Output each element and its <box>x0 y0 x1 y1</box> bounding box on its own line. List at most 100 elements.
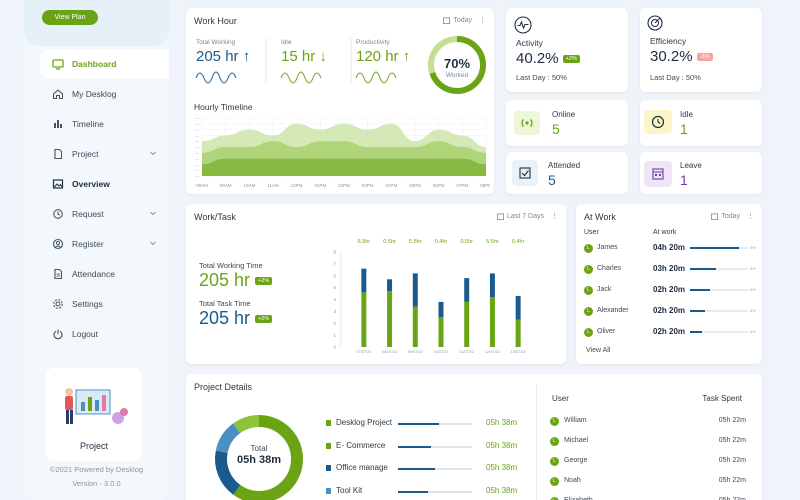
x-tick-label: 12PM <box>291 183 303 188</box>
project-user-row[interactable]: L Noah 05h 22m <box>550 474 746 490</box>
chevron-down-icon[interactable] <box>149 209 157 219</box>
bar-segment <box>361 268 367 293</box>
at-work-col-user: User <box>584 229 599 236</box>
calendar-icon <box>443 16 451 24</box>
avatar: L <box>550 437 559 446</box>
project-row[interactable]: E- Commerce 05h 38m <box>326 439 526 455</box>
view-all-link[interactable]: View All <box>586 347 611 354</box>
online-value: 5 <box>552 121 560 137</box>
avatar: L <box>550 497 559 500</box>
sidebar-item-project[interactable]: Project <box>24 139 169 169</box>
online-card[interactable]: Online 5 <box>506 100 628 146</box>
bar-top-label: 0.5hr <box>460 239 473 245</box>
at-work-title: At Work <box>584 212 616 222</box>
avatar: L <box>584 328 593 337</box>
progress-track <box>398 445 472 448</box>
x-tick-label: 07PM <box>456 183 468 188</box>
attended-card[interactable]: Attended 5 <box>506 152 628 194</box>
project-row[interactable]: Office manage 05h 38m <box>326 461 526 477</box>
total-task-time-label: Total Task Time <box>199 299 251 308</box>
at-work-row[interactable]: L Charles 03h 20m 0% <box>576 262 762 280</box>
more-icon[interactable]: ⋮ <box>747 213 754 220</box>
chevron-down-icon[interactable] <box>149 149 157 159</box>
sidebar-item-timeline[interactable]: Timeline <box>24 109 169 139</box>
sidebar-item-dashboard[interactable]: Dashboard <box>40 49 169 79</box>
x-tick-label: 09AM <box>196 183 208 188</box>
total-task-badge: +2% <box>255 315 273 324</box>
sidebar-item-attendance[interactable]: Attendance <box>24 259 169 289</box>
progress-fill <box>690 247 740 249</box>
range-label: Last 7 Days <box>507 212 544 220</box>
sidebar-item-register[interactable]: Register <box>24 229 169 259</box>
chevron-down-icon[interactable] <box>149 239 157 249</box>
project-promo-card[interactable]: Project <box>46 368 142 461</box>
worked-label: Worked <box>446 72 469 79</box>
progress-percent: 0% <box>750 287 756 292</box>
project-col-user: User <box>552 394 569 403</box>
project-user-row[interactable]: L Elizabeth 05h 22m <box>550 494 746 500</box>
footer-copyright: ©2021 Powered by Desklog <box>49 465 144 474</box>
at-work-time: 04h 20m <box>653 243 686 252</box>
sidebar-item-request[interactable]: Request <box>24 199 169 229</box>
user-name: Elizabeth <box>564 497 593 500</box>
at-work-time: 02h 20m <box>653 285 686 294</box>
total-working-time-value: 205 hr <box>199 270 251 290</box>
work-hour-stats: Total Working 205 hr ↑ Idle 15 hr ↓ Producti… <box>195 38 410 84</box>
y-tick-label: 2 <box>333 321 336 326</box>
leave-card[interactable]: Leave 1 <box>640 152 762 194</box>
project-name: Tool Kit <box>336 485 363 495</box>
check-box-icon <box>512 160 538 186</box>
at-work-range[interactable]: Today ⋮ <box>711 212 754 220</box>
y-tick-label: — <box>196 122 200 126</box>
at-work-row[interactable]: L Oliver 02h 20m 0% <box>576 325 762 343</box>
stat-value: 15 hr ↓ <box>281 48 327 65</box>
bar-segment <box>464 278 470 302</box>
avatar: L <box>584 265 593 274</box>
y-tick-label: 3 <box>333 309 336 314</box>
work-task-range[interactable]: Last 7 Days ⋮ <box>497 212 558 220</box>
at-work-row[interactable]: L Alexander 02h 20m 0% <box>576 304 762 322</box>
y-tick-label: — <box>196 163 200 167</box>
history-icon <box>52 208 64 220</box>
project-row[interactable]: Tool Kit 05h 38m <box>326 484 526 500</box>
user-name: George <box>564 457 588 464</box>
total-task-time: 205 hr +2% <box>199 308 273 329</box>
y-tick-label: — <box>196 140 200 144</box>
work-hour-range[interactable]: Today ⋮ <box>443 16 486 24</box>
project-details-card: Project Details Total 05h 38m Desklog Pr… <box>186 374 762 500</box>
sidebar-item-logout[interactable]: Logout <box>24 319 169 349</box>
bar-top-label: 0.4hr <box>435 239 448 245</box>
project-user-row[interactable]: L George 05h 22m <box>550 454 746 470</box>
x-tick-label: 08/07/22 <box>382 350 397 354</box>
work-hour-card: Work Hour Today ⋮ Total Working 205 hr ↑ I… <box>186 8 494 194</box>
project-user-row[interactable]: L Michael 05h 22m <box>550 434 746 450</box>
idle-card[interactable]: Idle 1 <box>640 100 762 146</box>
x-tick-label: 03PM <box>362 183 374 188</box>
stat-label: Total Working <box>196 39 236 46</box>
at-work-card: At Work Today ⋮ User At work L James 04h 2… <box>576 204 762 364</box>
gear-icon <box>52 298 64 310</box>
document-icon <box>52 268 64 280</box>
at-work-row[interactable]: L Jack 02h 20m 0% <box>576 283 762 301</box>
project-user-row[interactable]: L William 05h 22m <box>550 414 746 430</box>
hourly-timeline-title: Hourly Timeline <box>194 102 253 112</box>
x-tick-label: 10/07/22 <box>434 350 449 354</box>
project-details-title: Project Details <box>194 382 253 392</box>
efficiency-badge: -3% <box>696 53 713 62</box>
more-icon[interactable]: ⋮ <box>479 17 486 24</box>
sidebar-item-overview[interactable]: Overview <box>24 169 169 199</box>
sidebar-item-my-desklog[interactable]: My Desklog <box>24 79 169 109</box>
progress-track <box>690 310 748 312</box>
view-plan-button[interactable]: View Plan <box>42 10 98 25</box>
more-icon[interactable]: ⋮ <box>551 213 558 220</box>
user-name: Charles <box>597 265 622 272</box>
sidebar-item-settings[interactable]: Settings <box>24 289 169 319</box>
task-spent: 05h 22m <box>719 497 746 500</box>
project-color-dot <box>326 420 331 426</box>
bar-segment <box>489 273 495 298</box>
range-label: Today <box>721 212 740 220</box>
at-work-row[interactable]: L James 04h 20m 0% <box>576 241 762 259</box>
y-tick-label: — <box>196 117 200 121</box>
project-row[interactable]: Desklog Project 05h 38m <box>326 416 526 432</box>
activity-last-day: Last Day : 50% <box>516 73 567 82</box>
